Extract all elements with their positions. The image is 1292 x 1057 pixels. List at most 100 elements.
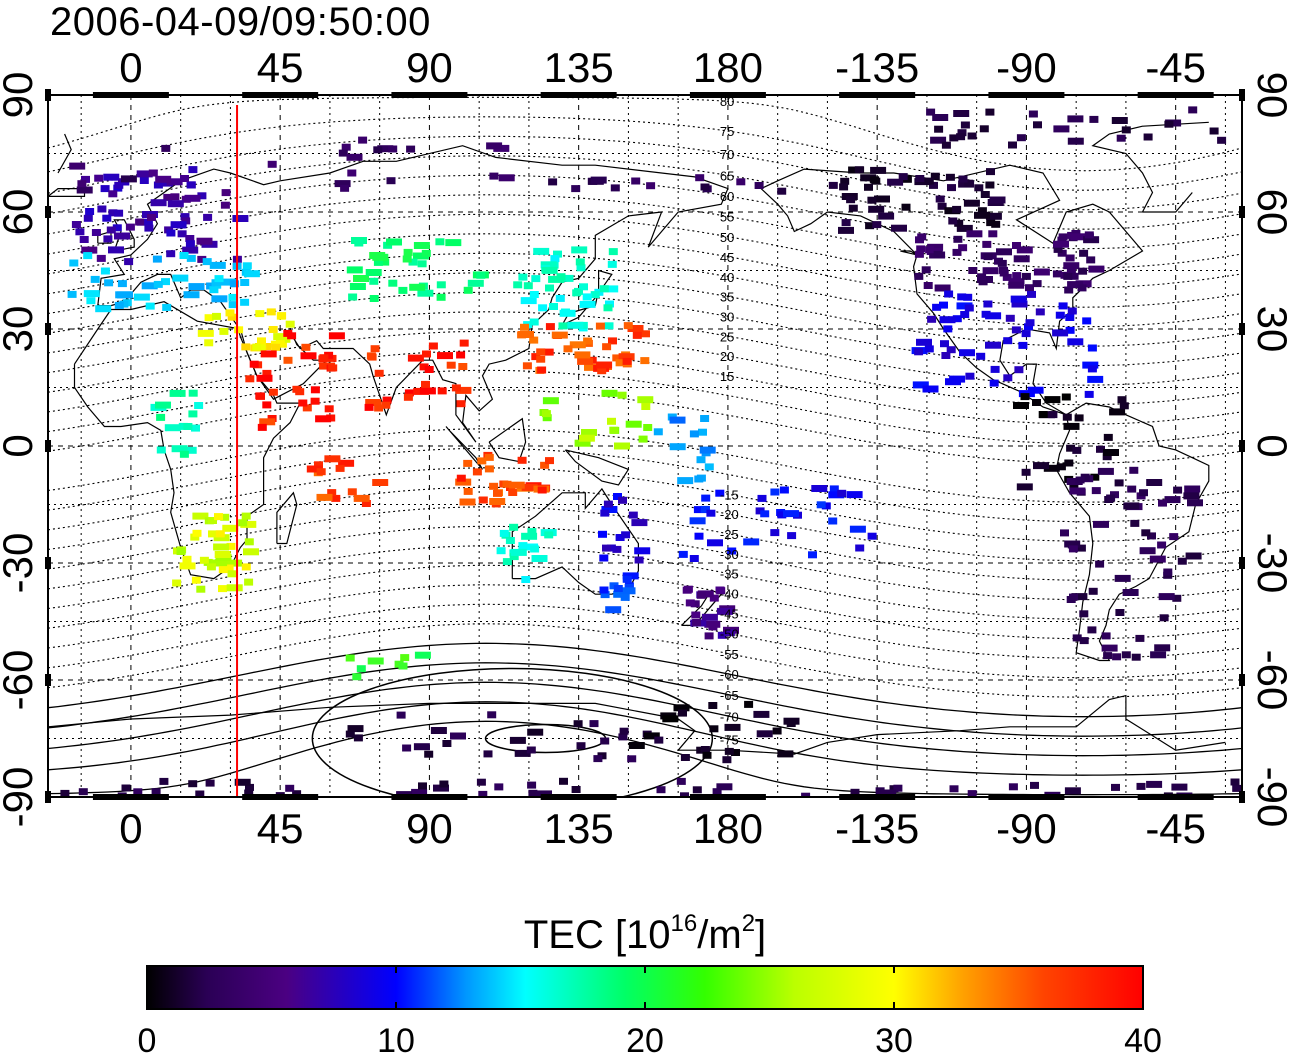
tec-cell xyxy=(526,746,536,754)
tec-cell xyxy=(689,430,699,438)
tec-cell xyxy=(1072,446,1082,454)
colorbar-tick-label: 20 xyxy=(626,1022,664,1057)
tec-cell xyxy=(161,144,171,152)
tec-cell xyxy=(259,418,276,426)
tec-cell xyxy=(600,737,610,745)
tec-cell xyxy=(243,270,260,278)
tec-cell xyxy=(1008,141,1017,149)
tec-cell xyxy=(414,651,431,659)
tec-cell xyxy=(183,423,193,430)
tec-cell xyxy=(498,174,515,182)
tec-cell xyxy=(757,494,767,502)
tec-cell xyxy=(125,223,135,231)
tec-cell xyxy=(1088,587,1098,595)
tec-cell xyxy=(164,424,181,432)
tec-cell xyxy=(1032,399,1041,406)
tec-cell xyxy=(144,224,154,232)
tec-cell xyxy=(177,230,187,238)
lon-tick-label-bottom: -45 xyxy=(1145,805,1206,852)
tec-cell xyxy=(1011,326,1021,334)
tec-cell xyxy=(569,341,586,349)
tec-cell xyxy=(205,779,215,787)
tec-cell xyxy=(953,235,963,243)
tec-cell xyxy=(1129,466,1139,474)
tec-cell xyxy=(1082,317,1092,325)
tec-cell xyxy=(358,136,368,144)
tec-cell xyxy=(419,363,429,371)
contour-line xyxy=(48,428,1242,503)
tec-cell xyxy=(1119,402,1129,410)
tec-cell xyxy=(597,367,607,375)
tec-cell xyxy=(1101,644,1118,652)
tec-cell xyxy=(944,290,954,298)
tec-cell xyxy=(472,468,482,476)
tec-cell xyxy=(150,199,167,207)
tec-cell xyxy=(1088,265,1105,273)
tec-cell xyxy=(1188,106,1198,114)
tec-cell xyxy=(103,235,113,243)
tec-cell xyxy=(445,239,462,247)
tec-cell xyxy=(388,279,398,287)
tec-cell xyxy=(372,479,389,486)
tec-cell xyxy=(340,184,350,192)
tec-cell xyxy=(528,789,538,797)
tec-cell xyxy=(114,209,124,217)
tec-cell xyxy=(267,160,277,168)
tec-cell xyxy=(97,205,107,213)
tec-cell xyxy=(155,175,172,183)
tec-cell xyxy=(1065,314,1075,321)
lat-tick-label-right: -30 xyxy=(1249,533,1292,594)
tec-cell xyxy=(220,278,237,286)
tec-cell xyxy=(1043,464,1060,472)
tec-cell xyxy=(1008,783,1018,791)
tec-cell xyxy=(960,311,970,318)
tec-cell xyxy=(373,258,383,266)
tec-cell xyxy=(922,385,939,393)
contour-label: 70 xyxy=(720,147,734,162)
tec-cell xyxy=(218,585,227,593)
tec-cell xyxy=(94,174,104,182)
tec-cell xyxy=(576,742,586,750)
contour-line xyxy=(48,467,1242,542)
coastline xyxy=(48,694,1226,755)
tec-cell xyxy=(640,357,650,365)
tec-cell xyxy=(213,543,230,551)
tec-cell xyxy=(957,129,967,137)
tec-cell xyxy=(81,175,90,183)
tec-cell xyxy=(939,301,948,309)
tec-cell xyxy=(353,275,369,282)
tec-cell xyxy=(1173,486,1183,494)
tec-cell xyxy=(147,214,156,221)
tec-cell xyxy=(172,579,182,587)
tec-cell xyxy=(103,173,120,181)
tec-cell xyxy=(1091,487,1101,495)
tec-cell xyxy=(346,153,363,161)
tec-cell xyxy=(538,304,548,312)
tec-cell xyxy=(704,463,714,471)
tec-cell xyxy=(753,710,770,718)
tec-cell xyxy=(555,294,565,302)
tec-cell xyxy=(620,593,630,601)
tec-cell xyxy=(930,172,940,180)
tec-cell xyxy=(744,700,754,708)
tec-cell xyxy=(509,553,519,561)
tec-cell xyxy=(930,136,947,144)
tec-cell xyxy=(1061,393,1071,401)
contour-line xyxy=(48,701,1242,776)
tec-cell xyxy=(725,629,735,637)
contour-label: 15 xyxy=(720,369,734,384)
tec-cell xyxy=(1077,284,1087,292)
tec-cell xyxy=(1103,449,1119,456)
tec-cell xyxy=(912,381,929,389)
tec-cell xyxy=(1067,338,1084,346)
tec-cell xyxy=(502,480,512,488)
tec-cell xyxy=(83,252,93,260)
tec-cell xyxy=(941,141,951,149)
tec-cell xyxy=(1014,366,1024,374)
tec-cell xyxy=(436,281,446,289)
tec-cell xyxy=(1072,634,1082,642)
frame-tick xyxy=(242,92,319,98)
tec-cell xyxy=(700,415,710,422)
frame-tick xyxy=(1239,206,1245,218)
tec-cell xyxy=(654,736,664,744)
